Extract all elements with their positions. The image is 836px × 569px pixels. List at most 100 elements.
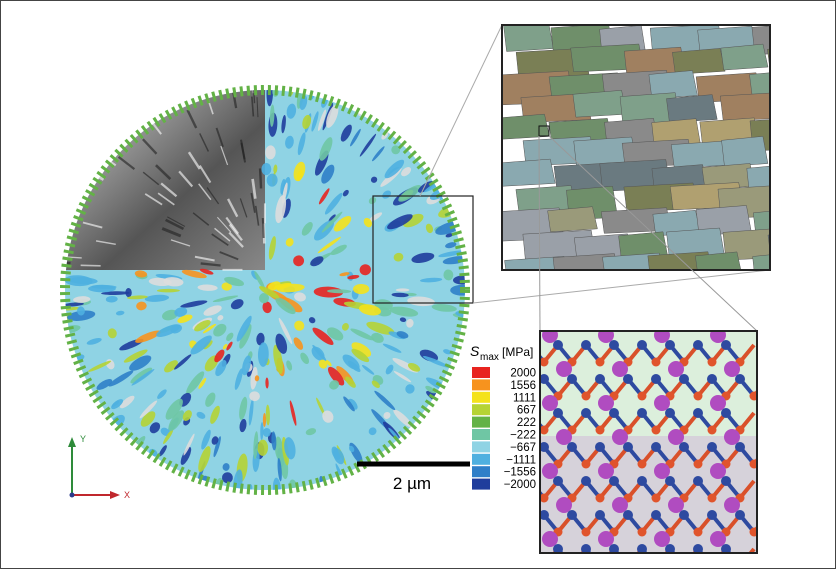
grain [772, 188, 833, 217]
atom-purple [542, 395, 558, 411]
grain [672, 48, 725, 74]
atom-red [708, 494, 717, 503]
stress-map [50, 57, 481, 501]
atom-red [568, 562, 577, 569]
grain [767, 45, 821, 73]
atom-blue [693, 476, 703, 486]
atom-blue [609, 476, 619, 486]
atom-blue [553, 340, 563, 350]
grain-streak [81, 265, 101, 266]
atom-purple [710, 463, 726, 479]
atom-blue [707, 442, 717, 452]
atom-blue [567, 510, 577, 520]
atom-blue [567, 442, 577, 452]
atom-blue [721, 340, 731, 350]
legend-label: −1556 [504, 467, 536, 479]
grain [722, 136, 768, 166]
atom-inset [525, 327, 768, 569]
atom-blue [735, 510, 745, 520]
stress-patch [396, 288, 410, 291]
connector [420, 25, 502, 196]
legend-label: 222 [517, 417, 536, 429]
atom-blue [525, 544, 535, 554]
arrowhead [110, 491, 120, 499]
atom-blue [623, 374, 633, 384]
atom-purple [542, 531, 558, 547]
atom-purple [654, 463, 670, 479]
atom-red [680, 562, 689, 569]
atom-blue [581, 340, 591, 350]
atom-purple [710, 327, 726, 343]
figure: S max [MPa] 200015561111667222−222−667−1… [0, 0, 836, 569]
atom-blue [735, 374, 745, 384]
grain-streak [252, 73, 253, 93]
atom-blue [553, 408, 563, 418]
atom-red [652, 494, 661, 503]
grain [666, 95, 717, 123]
atom-purple [710, 531, 726, 547]
legend-swatch [472, 466, 490, 477]
atom-blue [609, 340, 619, 350]
legend-swatch [472, 367, 490, 378]
grain [768, 231, 822, 259]
grain-streak [263, 218, 264, 238]
atom-purple [668, 361, 684, 377]
legend-symbol: S [470, 343, 480, 359]
origin [70, 493, 75, 498]
legend-label: −1111 [506, 454, 536, 466]
atom-blue [623, 442, 633, 452]
atom-blue [637, 408, 647, 418]
atom-blue [581, 476, 591, 486]
atom-purple [724, 361, 740, 377]
legend: 200015561111667222−222−667−1111−1556−200… [472, 367, 536, 491]
grain-streak [257, 57, 258, 77]
grain-streak [85, 159, 102, 169]
atom-red [652, 358, 661, 367]
legend-label: 2000 [510, 368, 536, 380]
atom-red [694, 392, 703, 401]
atom-red [624, 562, 633, 569]
grain-streak [237, 66, 240, 86]
atom-purple [542, 463, 558, 479]
atom-red [582, 460, 591, 469]
atom-purple [612, 361, 628, 377]
atom-blue [623, 510, 633, 520]
grain [548, 207, 598, 232]
grain [772, 140, 821, 174]
atom-purple [668, 429, 684, 445]
atom-red [708, 358, 717, 367]
atom-blue [581, 408, 591, 418]
atom-red [638, 528, 647, 537]
legend-swatch [472, 392, 490, 403]
legend-label: 1556 [510, 380, 536, 392]
legend-swatch [472, 404, 490, 415]
atom-purple [654, 531, 670, 547]
atom-purple [556, 429, 572, 445]
atom-red [596, 562, 605, 569]
atom-purple [556, 361, 572, 377]
atom-purple [556, 497, 572, 513]
atom-red [708, 562, 717, 569]
atom-blue [595, 442, 605, 452]
atom-red [652, 562, 661, 569]
atom-blue [567, 374, 577, 384]
atom-purple [598, 327, 614, 343]
x-axis-label: X [124, 490, 130, 500]
atom-red [638, 392, 647, 401]
connector [473, 270, 770, 303]
atom-red [694, 528, 703, 537]
atom-blue [707, 510, 717, 520]
atom-blue [721, 476, 731, 486]
atom-red [708, 426, 717, 435]
grain [516, 186, 576, 212]
atom-blue [665, 476, 675, 486]
legend-label: −2000 [504, 479, 536, 491]
grain-streak [50, 262, 70, 263]
legend-label: −667 [510, 442, 536, 454]
atom-purple [612, 429, 628, 445]
legend-swatch [472, 454, 490, 465]
atom-blue [651, 510, 661, 520]
legend-swatch [472, 417, 490, 428]
atom-red [736, 562, 745, 569]
atom-red [596, 358, 605, 367]
